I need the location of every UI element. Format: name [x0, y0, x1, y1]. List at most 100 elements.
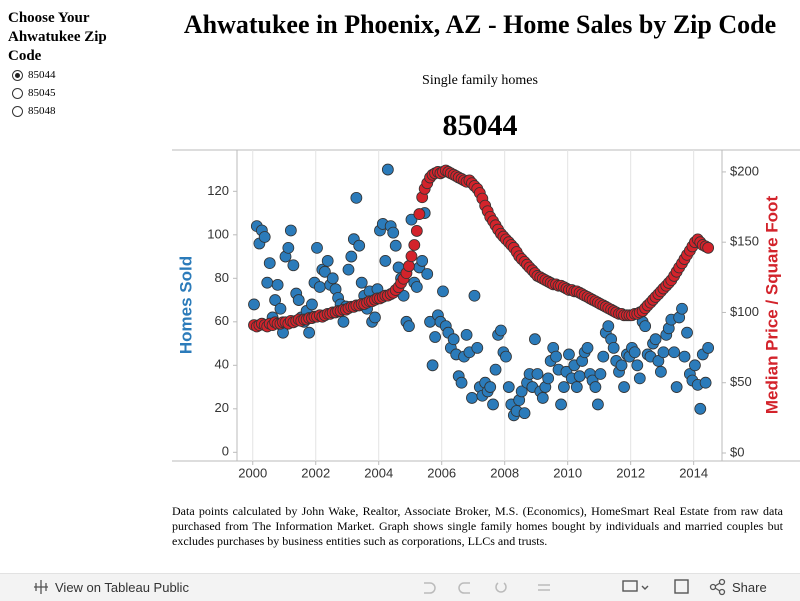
data-point — [563, 348, 575, 361]
page-title: Ahwatukee in Phoenix, AZ - Home Sales by… — [183, 10, 777, 39]
data-point — [484, 381, 497, 393]
chart-title: 85044 — [443, 109, 518, 142]
data-point — [694, 402, 707, 415]
radio-button[interactable] — [12, 87, 23, 99]
data-point — [649, 333, 662, 346]
zip-option[interactable]: 85045 — [12, 87, 56, 99]
y2-tick-label: $150 — [730, 234, 759, 249]
x-tick-label: 2002 — [301, 465, 330, 480]
data-point — [410, 225, 423, 237]
option-label[interactable]: 85044 — [28, 69, 56, 81]
toolbar: View on Tableau Public Share — [0, 573, 800, 601]
data-point — [500, 350, 512, 363]
undo-redo-icons — [424, 582, 550, 594]
fullscreen-button[interactable] — [674, 579, 689, 594]
data-point — [460, 328, 473, 341]
y2-tick-label: $100 — [730, 304, 759, 319]
data-point — [594, 368, 607, 380]
share-icon — [709, 578, 726, 596]
footnote: Data points calculated by John Wake, Rea… — [172, 504, 783, 548]
data-point — [699, 376, 712, 389]
option-label[interactable]: 85045 — [28, 87, 56, 99]
data-point — [421, 268, 434, 280]
x-tick-label: 2008 — [490, 465, 519, 480]
data-point — [550, 350, 562, 363]
option-label[interactable]: 85048 — [28, 105, 56, 117]
data-point — [355, 276, 368, 289]
data-point — [628, 346, 641, 359]
radio-button[interactable] — [12, 69, 23, 81]
data-point — [607, 342, 620, 354]
data-point — [466, 392, 478, 404]
data-point — [271, 278, 284, 291]
data-point — [387, 226, 400, 239]
y2-tick-label: $50 — [730, 374, 752, 389]
data-point — [369, 311, 381, 324]
data-point — [248, 298, 260, 311]
y-tick-label: 0 — [222, 444, 229, 459]
data-point — [555, 398, 567, 411]
y2-tick-label: $0 — [730, 444, 744, 459]
data-point — [618, 381, 630, 393]
zip-option[interactable]: 85048 — [12, 105, 56, 117]
data-point — [455, 376, 468, 389]
data-point — [426, 359, 439, 372]
y2-tick-label: $200 — [730, 163, 759, 178]
data-point — [631, 359, 644, 372]
data-point — [489, 363, 502, 376]
y-tick-label: 80 — [215, 270, 229, 285]
data-point — [639, 320, 652, 333]
data-point — [652, 355, 665, 367]
data-point — [487, 398, 499, 411]
data-point — [655, 365, 667, 378]
y-tick-label: 40 — [215, 357, 229, 372]
download-button[interactable] — [622, 580, 649, 592]
data-point — [502, 381, 515, 393]
data-point — [342, 263, 355, 276]
data-point — [337, 315, 350, 328]
data-point — [702, 342, 715, 354]
x-tick-label: 2000 — [238, 465, 267, 480]
data-point — [261, 276, 274, 289]
y-tick-label: 60 — [215, 313, 229, 328]
data-point — [345, 250, 358, 263]
data-point — [615, 359, 628, 372]
data-point — [303, 326, 316, 339]
view-on-public[interactable]: View on Tableau Public — [55, 580, 189, 595]
data-point — [405, 250, 418, 263]
data-point — [515, 385, 528, 398]
data-point — [282, 241, 295, 254]
data-point — [589, 381, 602, 393]
share-button[interactable]: Share — [732, 580, 767, 595]
data-point — [581, 342, 594, 354]
data-point — [403, 320, 415, 333]
data-point — [702, 241, 715, 254]
y2-axis-title: Median Price / Square Foot — [762, 196, 781, 415]
data-point — [353, 239, 366, 252]
radio-button[interactable] — [12, 105, 23, 117]
data-point — [318, 265, 331, 278]
y-tick-label: 120 — [207, 183, 229, 198]
data-point — [657, 346, 670, 359]
data-point — [389, 239, 402, 252]
data-point — [274, 302, 287, 315]
data-point — [676, 302, 688, 315]
data-point — [258, 231, 271, 243]
data-point — [350, 191, 363, 204]
data-point — [413, 208, 426, 220]
data-point — [518, 407, 531, 420]
data-point — [471, 342, 484, 354]
data-point — [292, 294, 305, 306]
data-point — [570, 381, 583, 393]
data-point — [602, 320, 615, 333]
data-point — [326, 272, 339, 285]
data-point — [311, 241, 323, 254]
data-point — [306, 298, 318, 311]
zip-option[interactable]: 85044 — [12, 69, 56, 81]
y-tick-label: 100 — [207, 226, 229, 241]
data-point — [381, 163, 394, 176]
data-point — [437, 285, 449, 298]
data-point — [670, 381, 683, 393]
data-point — [689, 359, 701, 372]
